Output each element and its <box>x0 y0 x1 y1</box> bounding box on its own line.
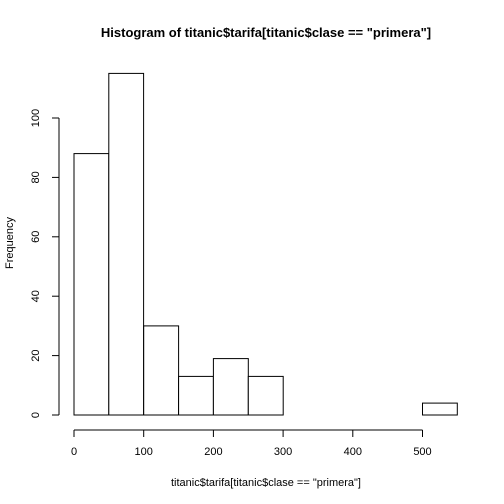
histogram-bar-5 <box>247 375 284 416</box>
histogram-bar-10 <box>422 402 458 416</box>
x-tick-label-100: 100 <box>135 446 153 458</box>
y-tick-label-40: 40 <box>30 290 42 302</box>
chart-title: Histogram of titanic$tarifa[titanic$clas… <box>101 25 431 40</box>
y-tick-label-100: 100 <box>30 109 42 127</box>
histogram-bar-2 <box>143 325 180 416</box>
histogram-bar-0 <box>73 153 110 416</box>
x-axis: 0 100 200 300 400 500 <box>71 429 432 458</box>
y-tick-label-60: 60 <box>30 231 42 243</box>
x-tick-label-200: 200 <box>204 446 222 458</box>
bars-group <box>73 72 458 416</box>
y-tick-label-80: 80 <box>30 171 42 183</box>
x-tick-label-500: 500 <box>413 446 431 458</box>
x-axis-label: titanic$tarifa[titanic$clase == "primera… <box>171 477 361 489</box>
y-axis: 0 20 40 60 80 100 <box>30 109 60 418</box>
y-tick-label-0: 0 <box>30 412 42 418</box>
y-axis-label: Frequency <box>4 217 16 269</box>
x-tick-label-400: 400 <box>344 446 362 458</box>
histogram-bar-4 <box>212 358 249 416</box>
x-tick-label-300: 300 <box>274 446 292 458</box>
x-tick-label-0: 0 <box>71 446 77 458</box>
histogram-bar-1 <box>108 72 145 416</box>
histogram-bar-3 <box>178 375 214 416</box>
y-tick-label-20: 20 <box>30 349 42 361</box>
